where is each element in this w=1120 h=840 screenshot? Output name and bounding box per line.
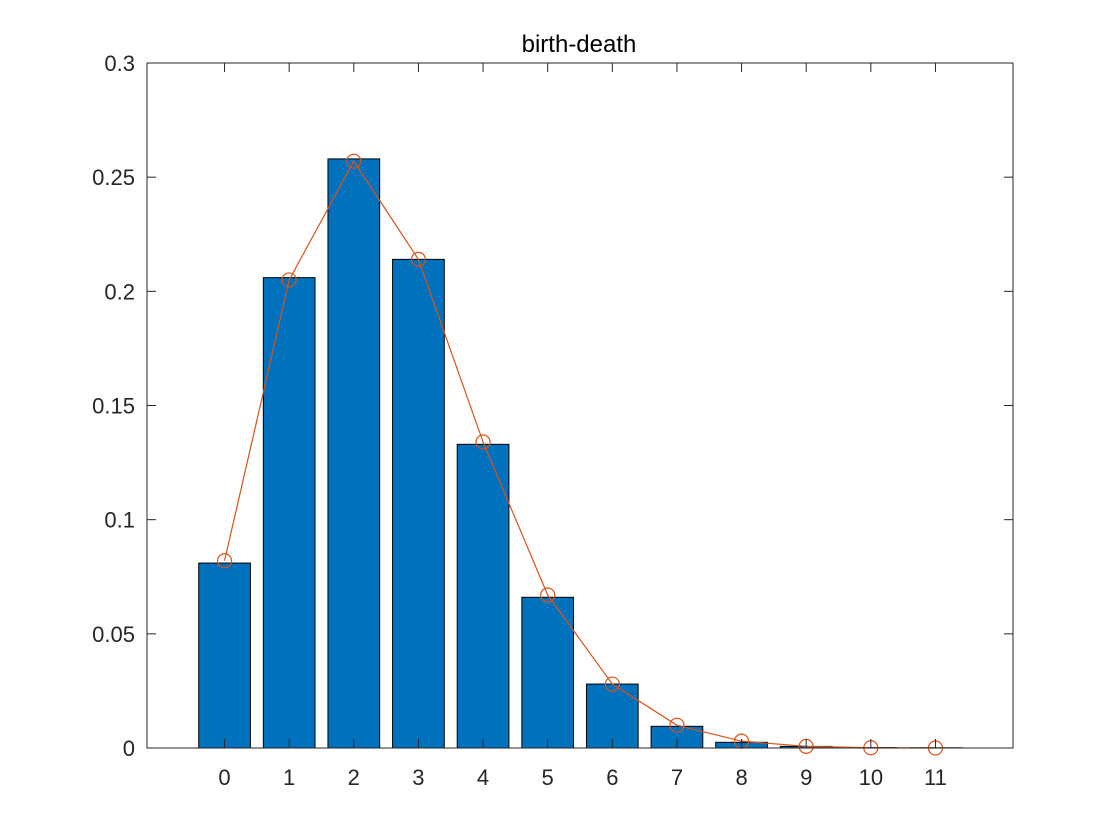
x-tick-label: 4 [477,765,489,790]
y-tick-label: 0.2 [104,279,135,304]
x-tick-label: 9 [800,765,812,790]
line-point [216,553,233,569]
bar [585,683,639,749]
bar [198,562,251,749]
bar [327,158,381,749]
line-point [475,434,491,450]
y-tick-label: 0.05 [92,622,135,647]
x-tick-label: 5 [542,765,554,790]
bar [392,258,445,749]
y-tick-label: 0.25 [92,165,135,190]
line-point [604,676,620,692]
x-tick-label: 6 [606,765,618,790]
bar [456,443,510,749]
x-tick-label: 7 [671,765,683,790]
x-tick-label: 3 [412,765,424,790]
line-point [410,251,427,267]
y-tick-label: 0.15 [92,394,135,419]
y-tick-label: 0.3 [104,51,135,76]
axes: 0 0.05 0.1 0.15 0.2 0.25 0.3 0 1 2 3 4 5 6 7 8 9 10 11 [92,51,1014,790]
x-tick-label: 2 [348,765,360,790]
x-tick-label: 11 [924,765,947,790]
series-line [223,160,936,749]
line-point [281,272,297,288]
x-tick-label: 1 [283,765,295,790]
x-axis: 0 1 2 3 4 5 6 7 8 9 10 11 [218,63,947,790]
x-tick-label: 8 [735,765,747,790]
y-tick-label: 0.1 [104,508,135,533]
chart-title: birth-death [522,31,637,58]
y-tick-label: 0 [123,736,135,761]
line-point [669,717,685,733]
line-point [540,587,556,603]
x-tick-label: 10 [859,765,883,790]
y-axis: 0 0.05 0.1 0.15 0.2 0.25 0.3 [92,51,1013,761]
line-point [346,153,362,169]
x-tick-label: 0 [218,765,230,790]
bar [262,277,316,749]
bar [521,596,575,749]
